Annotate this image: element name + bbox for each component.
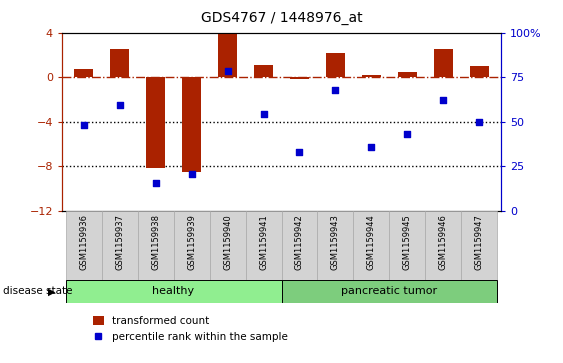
FancyBboxPatch shape: [282, 280, 498, 303]
Point: [295, 149, 304, 155]
Text: GSM1159946: GSM1159946: [439, 214, 448, 270]
FancyBboxPatch shape: [282, 211, 318, 280]
Text: GDS4767 / 1448976_at: GDS4767 / 1448976_at: [200, 11, 363, 25]
Bar: [182, 77, 202, 172]
FancyBboxPatch shape: [390, 211, 426, 280]
Point: [187, 171, 196, 177]
Point: [79, 122, 88, 128]
FancyBboxPatch shape: [137, 211, 173, 280]
Bar: [397, 72, 417, 77]
FancyBboxPatch shape: [318, 211, 354, 280]
FancyBboxPatch shape: [209, 211, 245, 280]
Text: GSM1159945: GSM1159945: [403, 214, 412, 270]
Bar: [146, 77, 166, 168]
FancyBboxPatch shape: [173, 211, 209, 280]
Text: GSM1159943: GSM1159943: [331, 214, 340, 270]
Bar: [361, 75, 381, 77]
Bar: [434, 49, 453, 77]
Bar: [470, 66, 489, 77]
Point: [475, 119, 484, 125]
Text: GSM1159938: GSM1159938: [151, 214, 160, 270]
FancyBboxPatch shape: [462, 211, 498, 280]
Point: [367, 144, 376, 150]
Text: GSM1159942: GSM1159942: [295, 214, 304, 270]
Point: [331, 87, 340, 93]
FancyBboxPatch shape: [65, 211, 101, 280]
Bar: [110, 49, 129, 77]
Bar: [74, 69, 93, 77]
Point: [151, 180, 160, 185]
Legend: transformed count, percentile rank within the sample: transformed count, percentile rank withi…: [89, 312, 292, 346]
FancyBboxPatch shape: [426, 211, 462, 280]
FancyBboxPatch shape: [101, 211, 137, 280]
Text: GSM1159936: GSM1159936: [79, 214, 88, 270]
Text: healthy: healthy: [153, 286, 195, 296]
Text: GSM1159937: GSM1159937: [115, 214, 124, 270]
Point: [259, 111, 268, 117]
Bar: [325, 53, 345, 77]
Bar: [253, 65, 274, 77]
Point: [439, 98, 448, 103]
Point: [403, 131, 412, 137]
Text: ▶: ▶: [48, 286, 55, 296]
Text: GSM1159941: GSM1159941: [259, 214, 268, 270]
Text: GSM1159940: GSM1159940: [223, 214, 232, 270]
Text: disease state: disease state: [3, 286, 72, 296]
Bar: [218, 34, 238, 77]
Text: GSM1159939: GSM1159939: [187, 214, 196, 270]
Point: [223, 68, 232, 74]
FancyBboxPatch shape: [354, 211, 390, 280]
Text: pancreatic tumor: pancreatic tumor: [341, 286, 437, 296]
Bar: [289, 77, 310, 79]
FancyBboxPatch shape: [245, 211, 282, 280]
Text: GSM1159947: GSM1159947: [475, 214, 484, 270]
Text: GSM1159944: GSM1159944: [367, 214, 376, 270]
Point: [115, 102, 124, 108]
FancyBboxPatch shape: [65, 280, 282, 303]
